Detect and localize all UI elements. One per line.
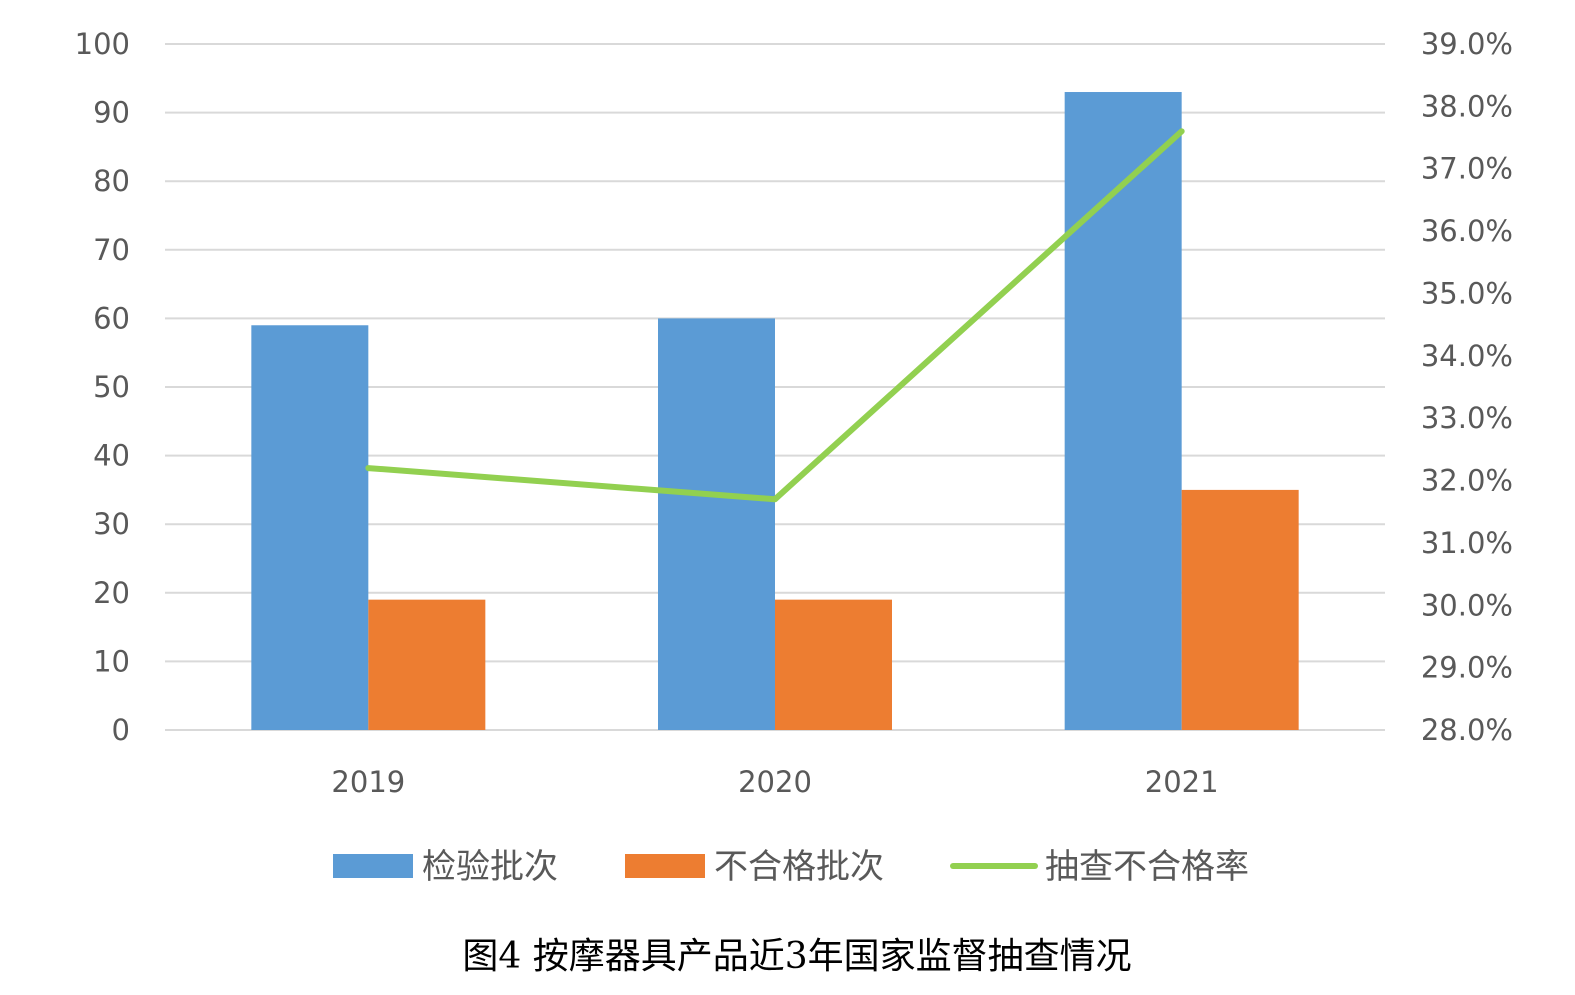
right-axis-tick-label: 34.0% <box>1421 339 1513 373</box>
left-axis-tick-label: 90 <box>93 96 130 130</box>
right-axis-tick-label: 37.0% <box>1421 152 1513 186</box>
right-axis-tick-label: 35.0% <box>1421 276 1513 310</box>
right-axis-tick-label: 38.0% <box>1421 89 1513 123</box>
left-axis-tick-label: 0 <box>112 713 130 747</box>
right-axis-tick-label: 32.0% <box>1421 464 1513 498</box>
left-axis-tick-label: 100 <box>75 27 130 61</box>
right-axis-tick-label: 29.0% <box>1421 651 1513 685</box>
left-axis-tick-label: 10 <box>93 644 130 678</box>
left-axis-tick-label: 50 <box>93 370 130 404</box>
right-axis-ticks: 28.0% 29.0% 30.0% 31.0% 32.0% 33.0% 34.0% 35.0%… <box>1421 27 1513 747</box>
left-axis-tick-label: 70 <box>93 233 130 267</box>
figure-caption: 图4 按摩器具产品近3年国家监督抽查情况 <box>462 936 1131 977</box>
bar-failed-2020 <box>775 599 892 730</box>
left-axis-tick-label: 20 <box>93 576 130 610</box>
right-axis-tick-label: 31.0% <box>1421 526 1513 560</box>
rate-line-path <box>365 128 1185 503</box>
legend: 检验批次 不合格批次 抽查不合格率 <box>333 847 1249 887</box>
bar-inspected-2021 <box>1064 92 1182 730</box>
right-axis-tick-label: 36.0% <box>1421 214 1513 248</box>
bar-failed-2019 <box>368 599 486 730</box>
right-axis-tick-label: 33.0% <box>1421 401 1513 435</box>
x-axis-tick-label: 2020 <box>738 765 812 799</box>
legend-swatch <box>625 854 705 878</box>
left-axis-ticks: 0 10 20 30 40 50 60 70 80 90 100 <box>75 27 130 747</box>
left-axis-tick-label: 40 <box>93 439 130 473</box>
left-axis-tick-label: 80 <box>93 164 130 198</box>
left-axis-tick-label: 30 <box>93 507 130 541</box>
bar-inspected-2020 <box>658 318 775 730</box>
left-axis-tick-label: 60 <box>93 301 130 335</box>
legend-swatch <box>333 854 413 878</box>
x-axis-tick-label: 2021 <box>1145 765 1219 799</box>
legend-label: 不合格批次 <box>714 847 884 887</box>
right-axis-tick-label: 39.0% <box>1421 27 1513 61</box>
right-axis-tick-label: 28.0% <box>1421 713 1513 747</box>
x-axis-tick-label: 2019 <box>331 765 405 799</box>
legend-label: 抽查不合格率 <box>1045 847 1249 887</box>
bars <box>251 92 1299 730</box>
right-axis-tick-label: 30.0% <box>1421 588 1513 622</box>
rate-line <box>365 128 1185 503</box>
bar-inspected-2019 <box>251 325 369 730</box>
x-axis-ticks: 2019 2020 2021 <box>331 765 1218 799</box>
bar-failed-2021 <box>1181 489 1299 730</box>
legend-label: 检验批次 <box>422 847 558 887</box>
